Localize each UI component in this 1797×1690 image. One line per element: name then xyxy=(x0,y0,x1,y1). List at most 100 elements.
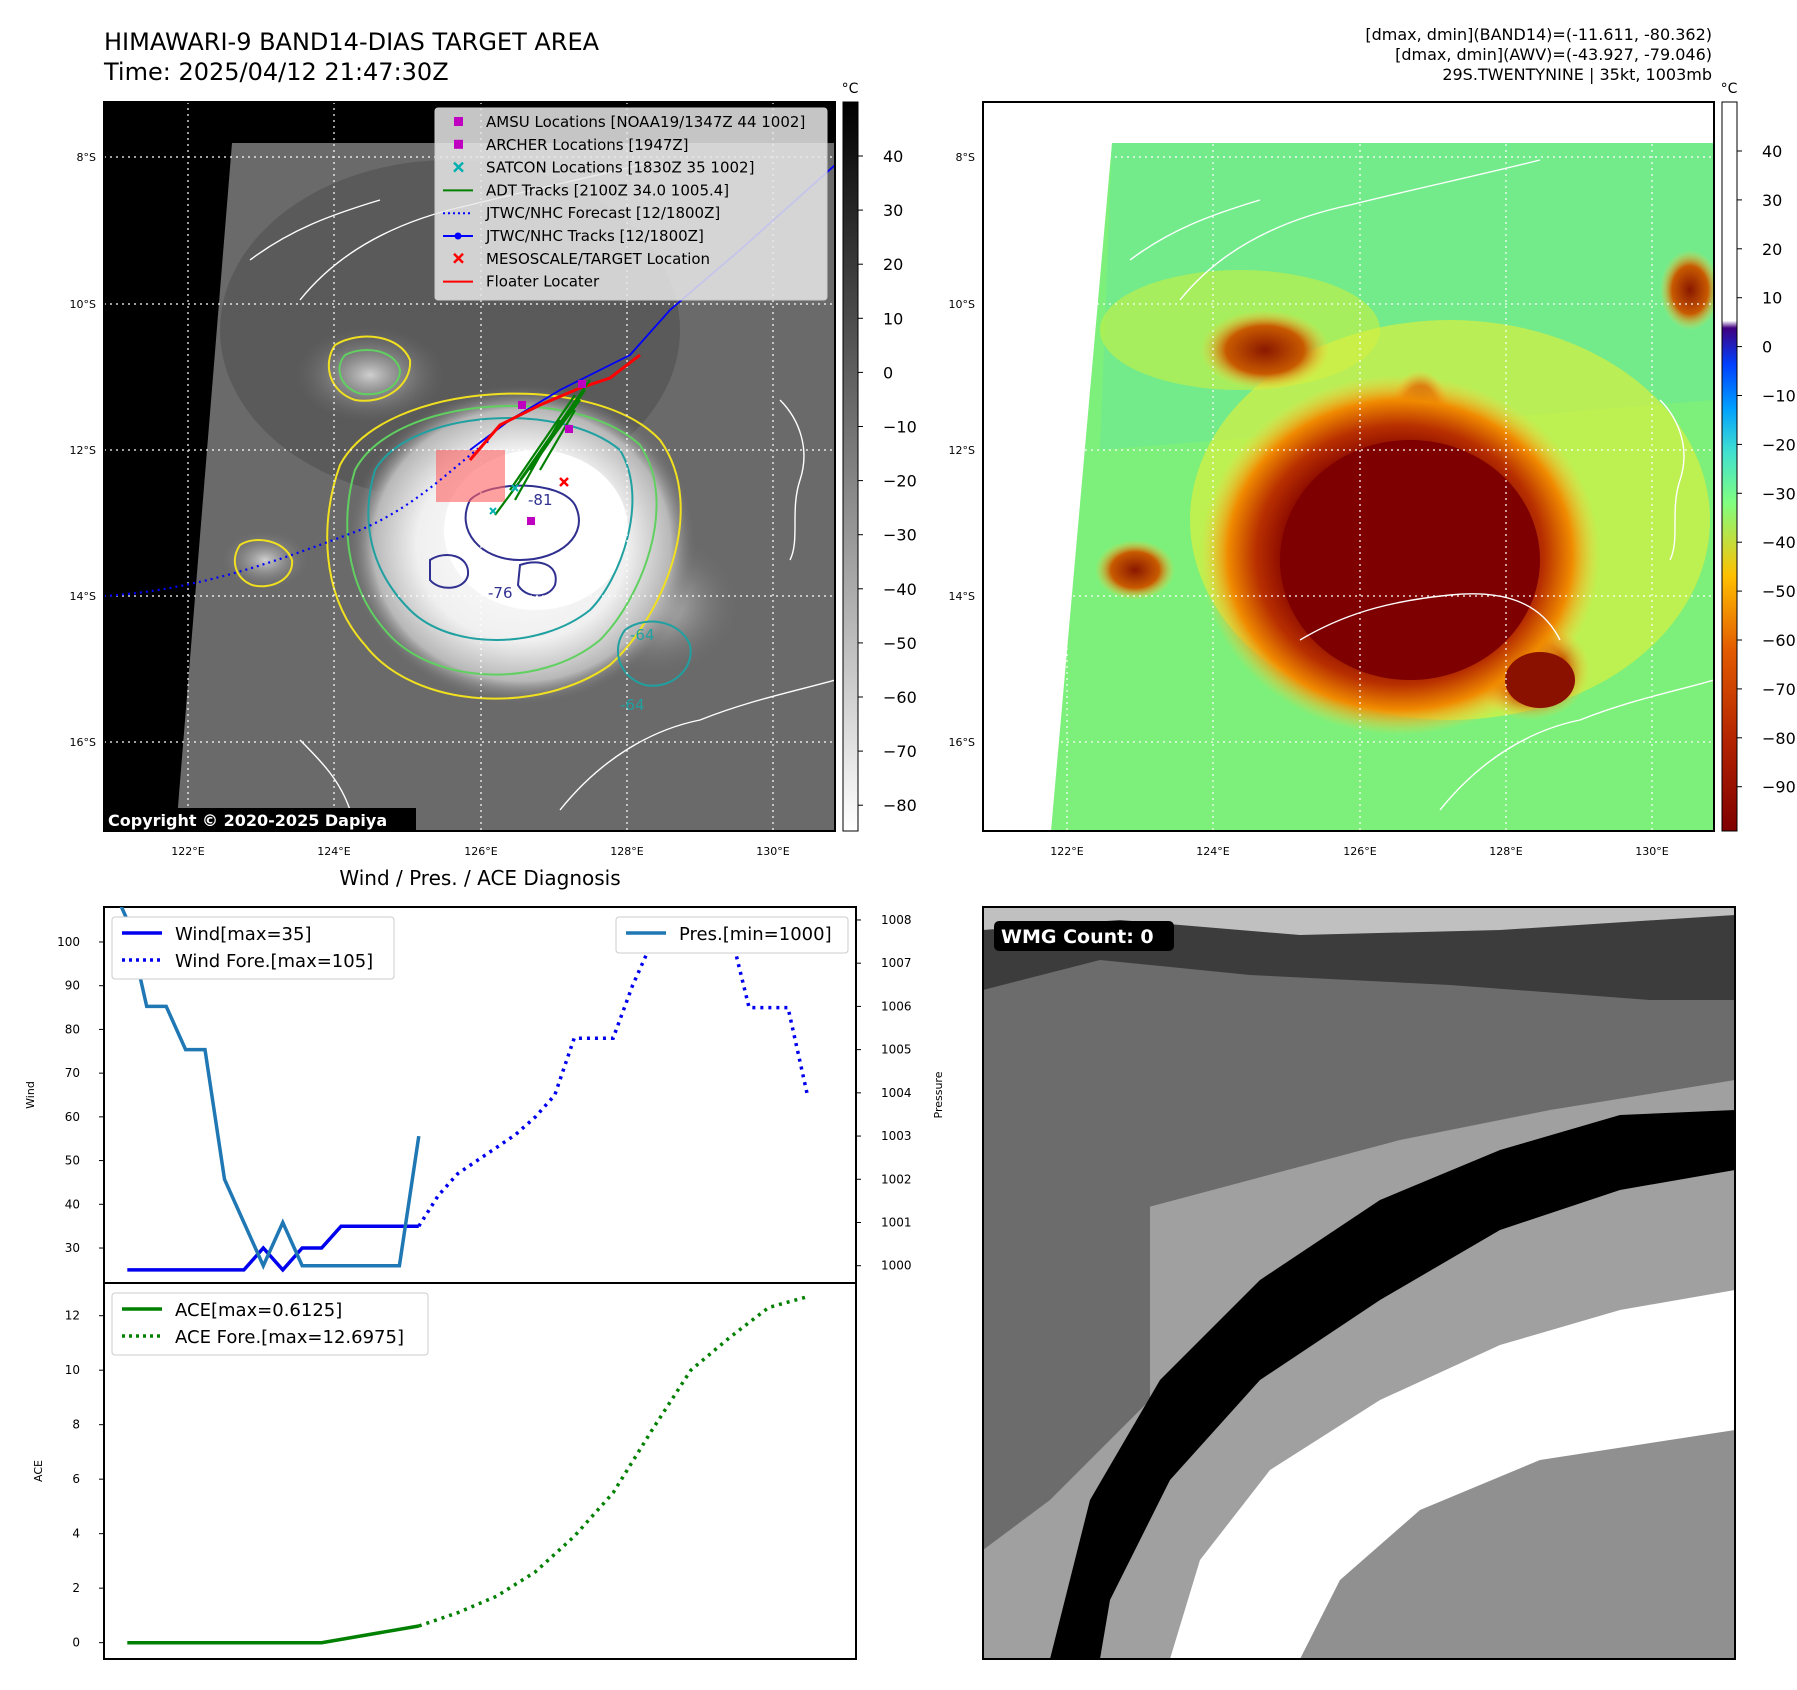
lon-label: 124°E xyxy=(1196,845,1229,858)
legend-dot-icon xyxy=(454,232,462,240)
y-tick-label-right: 1004 xyxy=(881,1086,912,1100)
map-legend: AMSU Locations [NOAA19/1347Z 44 1002] ARC… xyxy=(434,107,828,301)
y-tick-label-right: 1000 xyxy=(881,1259,912,1273)
enhanced-map-lat-labels: 8°S 10°S 12°S 14°S 16°S xyxy=(949,151,975,749)
y-tick-label-right: 1008 xyxy=(881,913,912,927)
figure-title: HIMAWARI-9 BAND14-DIAS TARGET AREA xyxy=(104,28,600,56)
colorbar-tick-label: −30 xyxy=(1762,484,1796,503)
wind-legend-2: Wind Fore.[max=105] xyxy=(175,951,373,972)
legend-label: JTWC/NHC Forecast [12/1800Z] xyxy=(485,204,720,222)
series-line xyxy=(417,926,810,1228)
colorbar-tick-label: 40 xyxy=(883,147,903,166)
y-tick-label-right: 1001 xyxy=(881,1215,912,1229)
series-line xyxy=(127,1224,419,1273)
figure-time: Time: 2025/04/12 21:47:30Z xyxy=(103,58,449,86)
y-tick-label-right: 1007 xyxy=(881,956,912,970)
contour-label-3: -64 xyxy=(630,626,655,644)
colorbar-tick-label: 30 xyxy=(883,201,903,220)
wind-legend: Wind[max=35] Wind Fore.[max=105] xyxy=(111,916,395,980)
y-tick-label: 12 xyxy=(65,1309,80,1323)
colorbar-tick-label: 0 xyxy=(883,363,893,382)
legend-label: SATCON Locations [1830Z 35 1002] xyxy=(486,159,754,177)
lon-label: 130°E xyxy=(756,845,789,858)
ir-map-panel: -81 -76 -64 -64 AMSU Locations [NOAA19/1… xyxy=(103,101,836,832)
lat-label: 10°S xyxy=(949,298,975,311)
pressure-legend: Pres.[min=1000] xyxy=(615,916,849,954)
contour-label-1: -81 xyxy=(528,491,553,509)
enhanced-map-panel xyxy=(982,101,1715,832)
colorbar-tick-label: −10 xyxy=(883,418,917,437)
colorbar-tick-label: 20 xyxy=(883,255,903,274)
legend-label: JTWC/NHC Tracks [12/1800Z] xyxy=(485,227,704,245)
wind-legend-1: Wind[max=35] xyxy=(175,924,312,945)
legend-item: AMSU Locations [NOAA19/1347Z 44 1002] xyxy=(454,113,805,131)
lat-label: 10°S xyxy=(70,298,96,311)
info-line-2: [dmax, dmin](AWV)=(-43.927, -79.046) xyxy=(1395,45,1712,64)
colorbar-tick-label: −70 xyxy=(1762,680,1796,699)
y-tick-label-right: 1003 xyxy=(881,1129,912,1143)
y-tick-label: 2 xyxy=(72,1581,80,1595)
legend-square-icon xyxy=(454,139,463,149)
lat-label: 12°S xyxy=(70,444,96,457)
floater-locater xyxy=(468,353,641,461)
y-tick-label: 40 xyxy=(65,1197,80,1211)
info-line-3: 29S.TWENTYNINE | 35kt, 1003mb xyxy=(1442,65,1712,84)
pressure-legend-1: Pres.[min=1000] xyxy=(679,924,832,945)
y-tick-label: 90 xyxy=(65,979,80,993)
colorbar-tick-label: 10 xyxy=(883,309,903,328)
ir-colorbar: °C 40 30 20 10 0 −10 −20 −30 −40 −50 −60 −70 −80 xyxy=(842,81,917,832)
legend-label: ARCHER Locations [1947Z] xyxy=(486,136,689,154)
y-tick-label: 60 xyxy=(65,1110,80,1124)
pressure-ylabel: Pressure xyxy=(932,1071,945,1118)
y-tick-label: 4 xyxy=(72,1527,80,1541)
ace-legend: ACE[max=0.6125] ACE Fore.[max=12.6975] xyxy=(111,1292,429,1356)
lon-label: 122°E xyxy=(171,845,204,858)
colorbar-tick-label: −60 xyxy=(1762,631,1796,650)
legend-item: MESOSCALE/TARGET Location xyxy=(453,250,710,268)
lat-label: 8°S xyxy=(77,151,96,164)
y-tick-label-right: 1005 xyxy=(881,1043,912,1057)
ir-map-lon-labels: 122°E 124°E 126°E 128°E 130°E xyxy=(171,845,789,858)
colorbar-tick-label: 0 xyxy=(1762,338,1772,357)
y-tick-label: 50 xyxy=(65,1154,80,1168)
legend-item: Floater Locater xyxy=(443,273,600,291)
wind-pressure-chart: Wind / Pres. / ACE Diagnosis Wind Pressu… xyxy=(24,866,945,1284)
satcon-markers xyxy=(489,484,519,515)
y-tick-label: 30 xyxy=(65,1241,80,1255)
colorbar-tick-label: −50 xyxy=(883,634,917,653)
ir-map-lat-labels: 8°S 10°S 12°S 14°S 16°S xyxy=(70,151,96,749)
legend-x-icon xyxy=(453,161,464,173)
info-line-1: [dmax, dmin](BAND14)=(-11.611, -80.362) xyxy=(1365,25,1712,44)
enhanced-map-lon-labels: 122°E 124°E 126°E 128°E 130°E xyxy=(1050,845,1668,858)
y-tick-label-right: 1002 xyxy=(881,1172,912,1186)
lon-label: 124°E xyxy=(317,845,350,858)
lat-label: 16°S xyxy=(949,736,975,749)
y-tick-label: 80 xyxy=(65,1022,80,1036)
contour-label-2: -76 xyxy=(488,584,513,602)
lon-label: 128°E xyxy=(1489,845,1522,858)
legend-item: ADT Tracks [2100Z 34.0 1005.4] xyxy=(443,181,729,199)
legend-label: AMSU Locations [NOAA19/1347Z 44 1002] xyxy=(486,113,805,131)
colorbar-tick-label: 20 xyxy=(1762,240,1782,259)
ace-ylabel: ACE xyxy=(32,1460,45,1482)
lon-label: 130°E xyxy=(1635,845,1668,858)
legend-label: MESOSCALE/TARGET Location xyxy=(486,250,710,268)
lat-label: 12°S xyxy=(949,444,975,457)
lat-label: 8°S xyxy=(956,151,975,164)
wmg-panel: WMG Count: 0 xyxy=(982,906,1736,1660)
wind-ylabel: Wind xyxy=(24,1081,37,1109)
legend-item: JTWC/NHC Forecast [12/1800Z] xyxy=(443,204,720,222)
lon-label: 128°E xyxy=(610,845,643,858)
amsu-markers xyxy=(518,380,586,525)
enhanced-colorbar: °C 40 30 20 10 0 −10 −20 −30 −40 −50 −60 −70 −80 −90 xyxy=(1721,81,1796,832)
copyright-label: Copyright © 2020-2025 Dapiya xyxy=(108,811,387,830)
legend-label: Floater Locater xyxy=(486,273,600,291)
y-tick-label: 6 xyxy=(72,1472,80,1486)
ir-colorbar-unit: °C xyxy=(842,81,859,97)
colorbar-tick-label: −70 xyxy=(883,742,917,761)
colorbar-tick-label: −30 xyxy=(883,526,917,545)
colorbar-tick-label: −90 xyxy=(1762,778,1796,797)
legend-x-icon xyxy=(453,252,464,264)
lon-label: 122°E xyxy=(1050,845,1083,858)
